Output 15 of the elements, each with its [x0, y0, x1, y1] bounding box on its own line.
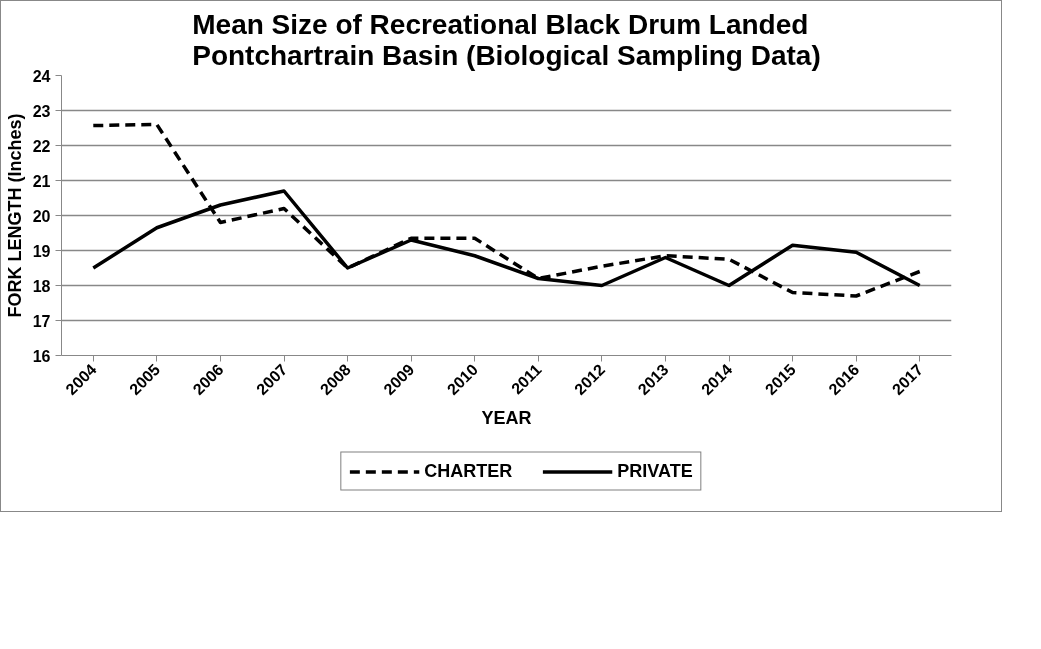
y-tick-label: 20 — [32, 207, 51, 225]
y-tick-label: 24 — [32, 67, 51, 85]
y-axis-title: FORK LENGTH (Inches) — [4, 113, 25, 318]
legend-label: PRIVATE — [617, 460, 693, 482]
legend-label: CHARTER — [424, 460, 513, 482]
y-tick-label: 17 — [32, 312, 51, 330]
y-tick-label: 23 — [32, 102, 51, 120]
y-tick-label: 19 — [32, 242, 51, 260]
y-tick-label: 16 — [32, 347, 51, 365]
line-series — [91, 122, 922, 298]
chart-title: Mean Size of Recreational Black Drum Landed Pontchartrain Basin (Biological Sampling Data) — [192, 8, 821, 71]
x-axis-title: YEAR — [481, 408, 532, 429]
y-tick-label: 18 — [32, 277, 51, 295]
y-tick-label: 22 — [32, 137, 51, 155]
y-tick-label: 21 — [32, 172, 51, 190]
